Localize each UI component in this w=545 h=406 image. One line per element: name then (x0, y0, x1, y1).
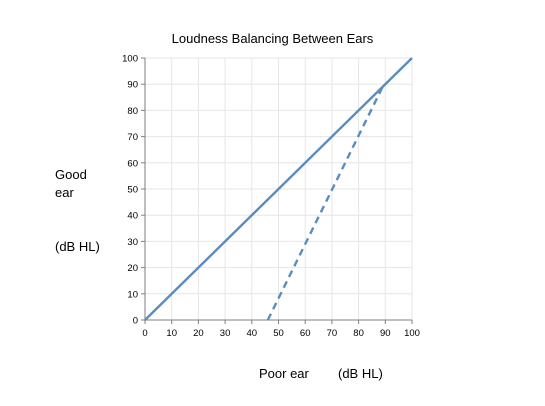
x-tick-label: 60 (300, 328, 311, 339)
y-tick-label: 20 (127, 263, 138, 274)
chart-title: Loudness Balancing Between Ears (171, 31, 374, 46)
x-tick-label: 50 (273, 328, 284, 339)
x-tick-label: 90 (380, 328, 391, 339)
y-axis-label-line-1: Good (55, 167, 87, 182)
x-tick-label: 80 (353, 328, 364, 339)
y-tick-label: 80 (127, 106, 138, 117)
x-axis-label: Poor ear (259, 366, 309, 381)
dashed-series-line (266, 86, 384, 321)
x-tick-label: 30 (220, 328, 231, 339)
x-tick-label: 10 (166, 328, 177, 339)
x-tick-label: 40 (247, 328, 258, 339)
y-tick-label: 50 (127, 185, 138, 196)
y-tick-label: 90 (127, 80, 138, 91)
y-tick-label: 30 (127, 237, 138, 248)
x-axis-unit-label: (dB HL) (338, 366, 383, 381)
solid-series-line (144, 57, 413, 321)
y-tick-label: 0 (133, 316, 138, 327)
x-tick-label: 20 (193, 328, 204, 339)
y-tick-label: 100 (122, 54, 138, 65)
y-tick-label: 60 (127, 158, 138, 169)
x-tick-label: 0 (142, 328, 147, 339)
y-tick-label: 10 (127, 289, 138, 300)
y-axis-label-line-2: ear (55, 185, 74, 200)
x-tick-label: 100 (404, 328, 420, 339)
y-tick-label: 70 (127, 132, 138, 143)
y-axis-label-line-3: (dB HL) (55, 239, 100, 254)
y-tick-label: 40 (127, 211, 138, 222)
x-tick-label: 70 (327, 328, 338, 339)
